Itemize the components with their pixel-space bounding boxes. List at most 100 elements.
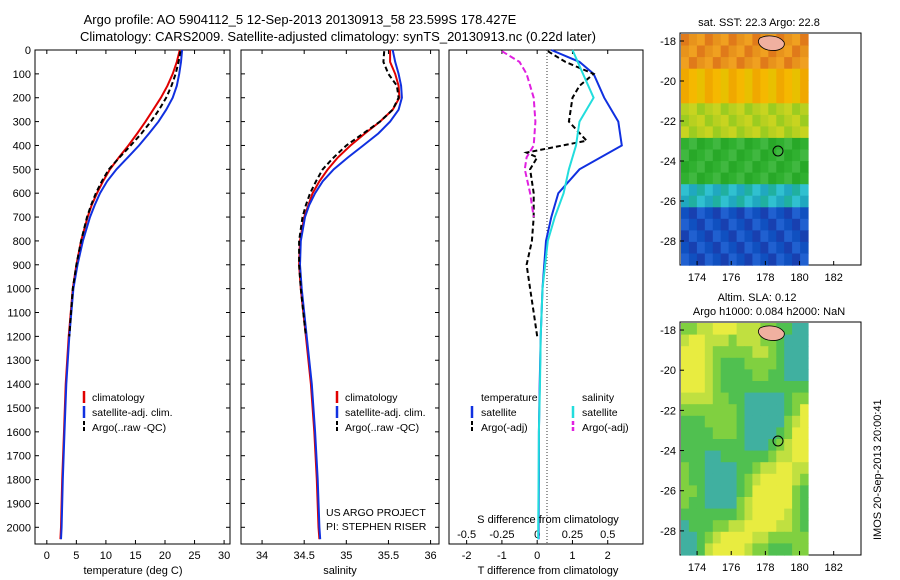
map-cell <box>744 357 753 370</box>
map-cell <box>688 149 698 162</box>
map-cell <box>792 357 801 370</box>
legend-title-temperature: temperature <box>481 392 538 404</box>
map-cell <box>736 241 746 255</box>
map-cell <box>681 462 690 475</box>
lat-tick-label: -26 <box>660 486 676 498</box>
map-cell <box>800 508 809 521</box>
x-tick-label: 34.5 <box>293 550 314 562</box>
map-cell <box>712 543 722 556</box>
lat-tick-label: -26 <box>660 196 676 208</box>
map-cell <box>696 34 706 47</box>
map-cell <box>752 531 761 544</box>
x-tick-label: 10 <box>100 550 112 562</box>
map-cell <box>712 218 722 231</box>
map-cell <box>712 34 722 47</box>
map-cell <box>800 230 809 243</box>
map-cell <box>696 462 706 475</box>
map-cell <box>712 508 722 521</box>
map-cell <box>744 45 753 58</box>
top-x-tick-label: 0 <box>534 529 540 541</box>
map-cell <box>752 334 761 347</box>
depth-tick-label: 1800 <box>7 475 31 487</box>
map-cell <box>784 34 793 47</box>
map-cell <box>681 149 690 162</box>
depth-tick-label: 1400 <box>7 379 31 391</box>
map-cell <box>792 161 801 174</box>
map-cell <box>760 346 769 359</box>
map-cell <box>760 392 769 405</box>
map-cell <box>784 323 793 336</box>
map-cell <box>688 531 698 544</box>
imos-timestamp: IMOS 20-Sep-2013 20:00:41 <box>872 399 884 540</box>
map-cell <box>696 381 706 394</box>
map-cell <box>784 531 793 544</box>
map-cell <box>768 473 777 486</box>
map-cell <box>704 161 714 174</box>
map-cell <box>800 57 809 70</box>
map-cell <box>736 381 746 394</box>
map-cell <box>720 80 730 93</box>
map-cell <box>752 381 761 394</box>
map-cell <box>728 543 738 556</box>
map-cell <box>704 241 714 255</box>
map-cell <box>704 114 714 128</box>
argo-location-marker <box>772 435 784 447</box>
map-cell <box>736 357 746 370</box>
map-cell <box>800 357 809 370</box>
map-cell <box>688 68 698 81</box>
map-cell <box>752 161 761 174</box>
map-cell <box>800 195 809 208</box>
map-cell <box>760 404 769 417</box>
map-cell <box>800 137 809 151</box>
map-cell <box>736 172 746 185</box>
map-cell <box>696 508 706 521</box>
map-cell <box>752 172 761 185</box>
map-cell <box>704 80 714 93</box>
map-cell <box>768 520 777 533</box>
map-cell <box>681 103 690 116</box>
map-cell <box>744 543 753 556</box>
map-cell <box>768 241 777 255</box>
map-cell <box>760 241 769 255</box>
map-cell <box>752 485 761 498</box>
map-cell <box>776 415 785 428</box>
lat-tick-label: -18 <box>660 325 676 337</box>
map-cell <box>768 195 777 208</box>
map-cell <box>681 218 690 231</box>
map-cell <box>792 253 801 266</box>
map-cell <box>768 427 777 440</box>
map-cell <box>792 149 801 162</box>
map-cell <box>712 392 722 405</box>
map-cell <box>688 427 698 440</box>
map-cell <box>681 392 690 405</box>
map-cell <box>720 531 730 544</box>
map-cell <box>800 497 809 510</box>
map-cell <box>720 346 730 359</box>
map-cell <box>752 450 761 463</box>
map-cell <box>704 497 714 510</box>
depth-tick-label: 1500 <box>7 403 31 415</box>
map-cell <box>720 323 730 336</box>
map-cell <box>681 114 690 128</box>
map-cell <box>744 473 753 486</box>
map-cell <box>800 45 809 58</box>
map-cell <box>681 381 690 394</box>
map-cell <box>728 415 738 428</box>
map-cell <box>688 34 698 47</box>
map-cell <box>784 207 793 220</box>
map-cell <box>681 520 690 533</box>
series-line-1 <box>523 50 596 337</box>
map-cell <box>784 68 793 81</box>
map-cell <box>776 497 785 510</box>
depth-tick-label: 700 <box>13 212 31 224</box>
map-cell <box>792 57 801 70</box>
map-cell <box>688 91 698 104</box>
map-cell <box>784 184 793 197</box>
map-cell <box>760 334 769 347</box>
map-cell <box>712 91 722 104</box>
map-cell <box>728 346 738 359</box>
map-cell <box>736 346 746 359</box>
map-cell <box>752 241 761 255</box>
top-x-tick-label: 0.25 <box>562 529 583 541</box>
